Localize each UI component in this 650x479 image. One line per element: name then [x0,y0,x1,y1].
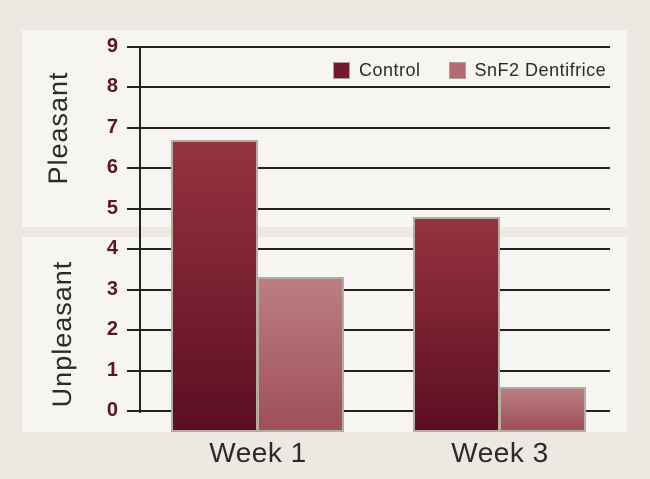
bar-control-week-1 [171,139,258,432]
gridline-1 [127,369,610,372]
gridline-8 [127,86,610,88]
y-tick-label-2: 2 [106,318,118,340]
legend-label-snf2-dentifrice: SnF2 Dentifrice [474,59,607,80]
bar-snf2-dentifrice-week-3 [499,386,586,432]
y-tick-label-0: 0 [106,399,118,421]
gridline-7 [127,126,610,129]
y-tick-label-3: 3 [106,277,118,300]
gridline-4 [127,248,610,250]
bar-control-week-3 [413,216,500,432]
bar-snf2-dentifrice-week-1 [257,277,344,432]
y-axis-region-label-unpleasant: Unpleasant [47,260,77,408]
legend-label-control: Control [359,59,421,80]
gridline-6 [127,167,610,169]
x-axis-label-week-3: Week 3 [451,437,549,468]
y-tick-label-5: 5 [106,196,118,219]
y-tick-label-7: 7 [106,115,118,138]
legend-swatch-control [333,61,350,79]
legend-swatch-snf2-dentifrice [448,61,466,79]
legend: Control SnF2 Dentifrice [333,60,606,80]
x-axis-label-week-1: Week 1 [209,437,307,468]
y-tick-label-1: 1 [106,358,118,381]
y-tick-label-9: 9 [106,34,118,57]
gridline-9 [127,45,610,48]
gridline-0 [127,410,610,412]
y-tick-label-4: 4 [106,237,118,259]
gridline-2 [127,329,610,331]
y-tick-label-8: 8 [106,75,118,97]
y-axis-line [139,46,141,413]
gridline-5 [127,207,610,210]
pleasant-panel [22,30,627,227]
y-tick-label-6: 6 [106,156,118,178]
gridline-3 [127,288,610,291]
